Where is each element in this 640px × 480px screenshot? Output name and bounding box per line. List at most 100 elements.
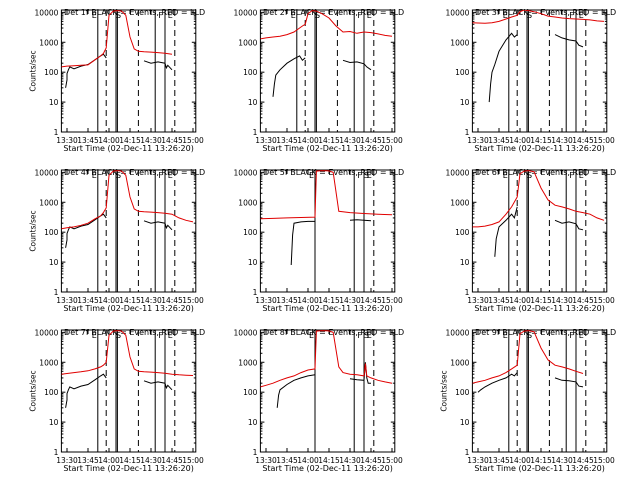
x-tick-label: 13:30	[255, 456, 277, 465]
flag-letter: F	[357, 331, 362, 340]
x-axis-label: Start Time (02-Dec-11 13:26:20)	[474, 464, 605, 473]
flag-letter: E	[367, 171, 372, 180]
y-tick-label: 100	[44, 388, 59, 397]
events-series-line	[290, 219, 372, 266]
x-tick-label: 14:30	[140, 456, 162, 465]
x-tick-label: 13:30	[56, 456, 78, 465]
flag-letter: S	[527, 331, 532, 340]
y-tick-label: 10	[49, 258, 59, 267]
x-tick-label: 13:45	[77, 456, 99, 465]
y-tick-label: 10000	[446, 168, 470, 177]
y-tick-label: 10000	[35, 8, 59, 17]
plot-frame	[259, 329, 396, 453]
y-tick-label: 1	[54, 288, 59, 297]
x-tick-label: 15:00	[182, 456, 204, 465]
x-tick-label: 14:15	[530, 456, 552, 465]
x-tick-label: 14:15	[530, 136, 552, 145]
y-tick-label: 1000	[39, 38, 58, 47]
x-tick-label: 13:45	[77, 296, 99, 305]
y-axis-label: Counts/sec	[28, 50, 37, 91]
flag-markers	[97, 10, 176, 132]
y-tick-label: 1000	[238, 358, 257, 367]
chart-panel-6: Det 6f BLACK = Events, RED = LLD 1 10 100 10…	[446, 168, 617, 313]
x-tick-label: 14:45	[161, 136, 183, 145]
chart-panel-9: Det 9f BLACK = Events, RED = LLD 1 10 100 10…	[439, 328, 616, 473]
x-tick-label: 14:15	[318, 136, 340, 145]
y-axis-label: Counts/sec	[28, 210, 37, 251]
x-tick-label: 14:00	[98, 296, 120, 305]
y-tick-label: 1000	[450, 198, 469, 207]
chart-panel-1: Det 1f BLACK = Events, RED = LLD 1 10 100 10…	[28, 8, 205, 153]
panel-title: Det 1f BLACK = Events, RED = LLD	[64, 8, 205, 17]
y-tick-label: 100	[455, 68, 470, 77]
flag-letter: E	[309, 171, 314, 180]
flag-letter: F	[569, 11, 574, 20]
lld-series-line	[61, 170, 194, 230]
flag-letter: F	[158, 331, 163, 340]
x-tick-label: 14:30	[551, 136, 573, 145]
x-tick-label: 14:00	[98, 456, 120, 465]
x-tick-label: 13:30	[56, 136, 78, 145]
x-tick-label: 15:00	[593, 296, 615, 305]
x-tick-label: 15:00	[182, 136, 204, 145]
flag-markers	[314, 330, 375, 452]
x-tick-label: 14:00	[509, 296, 531, 305]
y-tick-label: 100	[44, 228, 59, 237]
x-axis-label: Start Time (02-Dec-11 13:26:20)	[63, 464, 194, 473]
x-tick-label: 14:45	[572, 296, 594, 305]
x-tick-label: 14:30	[339, 136, 361, 145]
series-group	[61, 330, 194, 408]
chart-panel-3: Det 3f BLACK = Events, RED = LLD 1 10 100 10…	[446, 8, 617, 153]
x-tick-label: 14:30	[339, 456, 361, 465]
y-tick-label: 10	[49, 98, 59, 107]
flag-letter: F	[158, 11, 163, 20]
flag-letter: S	[364, 331, 369, 340]
x-tick-label: 13:30	[467, 136, 489, 145]
panel-title: Det 3f BLACK = Events, RED = LLD	[475, 8, 616, 17]
chart-panel-7: Det 7f BLACK = Events, RED = LLD 1 10 100 10…	[28, 328, 205, 473]
plot-frame	[60, 169, 197, 293]
x-tick-label: 14:15	[530, 296, 552, 305]
x-tick-label: 15:00	[182, 296, 204, 305]
y-tick-label: 1	[253, 448, 258, 457]
x-tick-label: 13:45	[276, 136, 298, 145]
x-tick-label: 13:45	[488, 456, 510, 465]
flag-letter: E	[579, 331, 584, 340]
x-axis-label: Start Time (02-Dec-11 13:26:20)	[474, 144, 605, 153]
x-tick-label: 14:45	[572, 456, 594, 465]
x-tick-label: 13:30	[255, 296, 277, 305]
x-axis-label: Start Time (02-Dec-11 13:26:20)	[262, 144, 393, 153]
y-tick-label: 100	[243, 228, 258, 237]
events-series-line	[477, 372, 584, 393]
x-tick-label: 13:30	[255, 136, 277, 145]
x-tick-label: 15:00	[381, 136, 403, 145]
x-tick-label: 14:15	[119, 456, 141, 465]
y-tick-label: 1000	[450, 38, 469, 47]
flag-letter: F	[569, 331, 574, 340]
panel-title: Det 6f BLACK = Events, RED = LLD	[475, 168, 616, 177]
flag-letter: F	[357, 171, 362, 180]
flag-letter: E	[168, 171, 173, 180]
x-axis-label: Start Time (02-Dec-11 13:26:20)	[262, 464, 393, 473]
x-tick-label: 14:00	[297, 136, 319, 145]
plot-frame	[259, 169, 396, 293]
y-tick-label: 10000	[446, 8, 470, 17]
flag-letter: E	[92, 11, 97, 20]
plot-frame	[471, 329, 608, 453]
y-tick-label: 1000	[238, 38, 257, 47]
x-axis-label: Start Time (02-Dec-11 13:26:20)	[262, 304, 393, 313]
flag-markers	[508, 170, 587, 292]
y-tick-label: 10000	[35, 168, 59, 177]
y-tick-label: 10	[248, 258, 258, 267]
series-group	[260, 170, 393, 266]
x-tick-label: 13:30	[467, 456, 489, 465]
y-tick-label: 10000	[234, 8, 258, 17]
flag-letter: E	[579, 11, 584, 20]
lld-series-line	[260, 330, 393, 388]
x-tick-label: 14:00	[98, 136, 120, 145]
flag-letter: F	[357, 11, 362, 20]
flag-markers	[296, 10, 375, 132]
flag-letter: E	[309, 331, 314, 340]
flag-letter: E	[168, 11, 173, 20]
events-series-line	[65, 53, 173, 88]
